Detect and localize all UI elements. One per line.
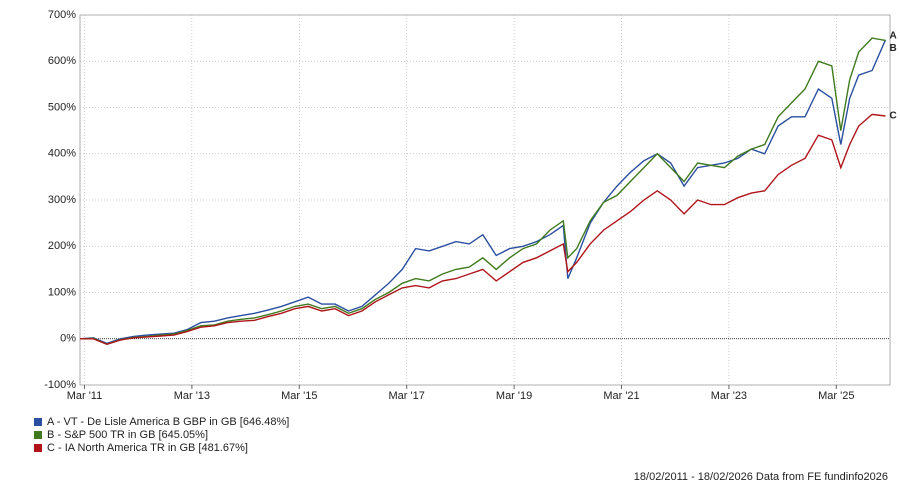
legend-label: B - S&P 500 TR in GB [645.05%]	[47, 429, 208, 441]
y-tick-label: 700%	[48, 9, 76, 21]
y-tick-label: 100%	[48, 286, 76, 298]
legend-label: A - VT - De Lisle America B GBP in GB [6…	[47, 416, 289, 428]
legend-swatch	[34, 444, 42, 452]
y-tick-label: 300%	[48, 194, 76, 206]
end-label: A	[890, 30, 897, 41]
end-label: C	[890, 111, 897, 122]
y-tick-label: 500%	[48, 101, 76, 113]
end-label: B	[890, 43, 897, 54]
series-line	[79, 37, 886, 346]
x-tick-label: Mar '25	[818, 390, 854, 402]
x-tick-label: Mar '11	[67, 390, 103, 402]
footnote: 18/02/2011 - 18/02/2026 Data from FE fun…	[634, 471, 888, 483]
legend-swatch	[34, 418, 42, 426]
legend-label: C - IA North America TR in GB [481.67%]	[47, 442, 248, 454]
series-line	[79, 39, 887, 345]
x-tick-label: Mar '17	[389, 390, 425, 402]
x-tick-label: Mar '19	[496, 390, 532, 402]
series-line	[80, 113, 886, 346]
x-tick-label: Mar '21	[603, 390, 639, 402]
y-tick-label: 400%	[48, 148, 76, 160]
x-tick-label: Mar '15	[281, 390, 317, 402]
x-tick-label: Mar '23	[711, 390, 747, 402]
legend-swatch	[34, 431, 42, 439]
y-tick-label: 200%	[48, 240, 76, 252]
y-tick-label: 0%	[60, 333, 76, 345]
y-tick-label: 600%	[48, 55, 76, 67]
x-tick-label: Mar '13	[174, 390, 210, 402]
y-tick-label: -100%	[44, 379, 76, 391]
